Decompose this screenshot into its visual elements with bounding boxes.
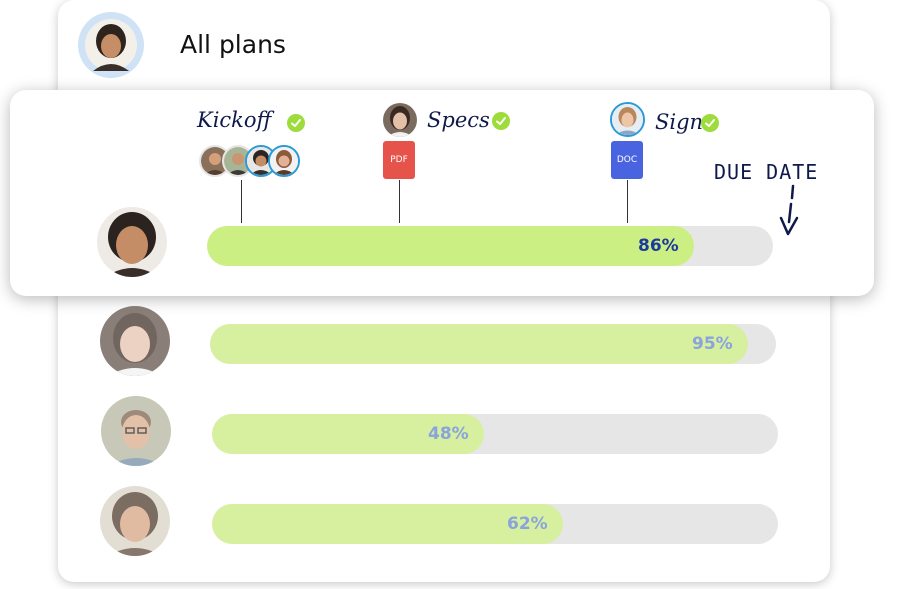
milestone-pin [627, 180, 628, 223]
progress-fill [210, 324, 748, 364]
progress-track: 86% [207, 226, 773, 266]
milestone-label-specs: Specs [427, 108, 490, 132]
plan-avatar[interactable] [100, 486, 170, 556]
milestone-pin [399, 180, 400, 223]
progress-percent: 62% [507, 514, 548, 534]
check-circle-icon [492, 112, 510, 130]
plan-avatar[interactable] [100, 306, 170, 376]
progress-percent: 95% [692, 334, 733, 354]
progress-percent: 86% [638, 236, 679, 256]
plan-avatar[interactable] [101, 396, 171, 466]
sign-owner-avatar[interactable] [610, 102, 645, 137]
progress-percent: 48% [428, 424, 469, 444]
milestone-label-kickoff: Kickoff [197, 108, 272, 132]
check-circle-icon [701, 114, 719, 132]
plan-avatar[interactable] [97, 207, 167, 277]
file-type-label: DOC [616, 155, 638, 165]
progress-track: 62% [212, 504, 778, 544]
milestone-label-sign: Sign [655, 110, 704, 134]
header-avatar[interactable] [78, 12, 144, 78]
arrow-down-icon [779, 184, 799, 236]
milestone-pin [241, 180, 242, 223]
progress-track: 95% [210, 324, 776, 364]
specs-owner-avatar[interactable] [383, 103, 417, 137]
progress-fill [212, 504, 563, 544]
doc-file-icon[interactable]: DOC [611, 141, 643, 179]
pdf-file-icon[interactable]: PDF [383, 141, 415, 179]
progress-fill [207, 226, 694, 266]
progress-track: 48% [212, 414, 778, 454]
due-date-label: DUE DATE [714, 160, 819, 184]
progress-fill [212, 414, 484, 454]
page-title: All plans [180, 30, 286, 59]
team-avatar [268, 145, 300, 177]
file-type-label: PDF [390, 155, 408, 165]
check-circle-icon [287, 114, 305, 132]
